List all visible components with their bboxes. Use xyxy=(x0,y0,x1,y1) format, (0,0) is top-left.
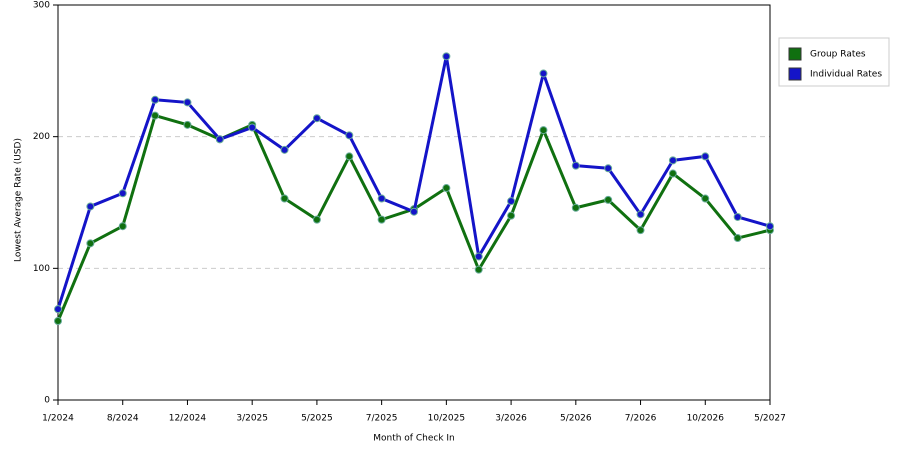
data-point xyxy=(766,222,774,231)
data-point xyxy=(668,169,677,178)
data-point xyxy=(183,120,192,129)
data-point xyxy=(474,265,483,274)
data-point xyxy=(377,215,386,224)
data-point xyxy=(507,211,516,220)
data-point xyxy=(442,184,451,193)
data-point xyxy=(733,212,742,221)
data-point xyxy=(571,161,580,170)
data-point xyxy=(571,203,580,212)
data-point xyxy=(280,145,289,154)
data-point xyxy=(604,164,613,173)
y-tick-label: 300 xyxy=(33,1,50,11)
data-point xyxy=(248,123,257,132)
data-point xyxy=(86,239,95,248)
data-point xyxy=(507,197,516,206)
y-tick-label: 200 xyxy=(33,132,50,142)
data-point xyxy=(539,69,548,78)
x-tick-label: 3/2026 xyxy=(495,414,527,424)
data-point xyxy=(636,210,645,219)
x-tick-label: 10/2026 xyxy=(687,414,725,424)
legend-label: Group Rates xyxy=(810,50,866,60)
data-point xyxy=(312,114,321,123)
x-tick-label: 1/2024 xyxy=(42,414,74,424)
data-point xyxy=(312,215,321,224)
data-point xyxy=(183,98,192,107)
x-tick-label: 5/2026 xyxy=(560,414,592,424)
data-point xyxy=(733,234,742,243)
data-point xyxy=(410,207,418,216)
data-point xyxy=(604,195,613,204)
data-point xyxy=(54,317,62,325)
x-tick-label: 3/2025 xyxy=(236,414,268,424)
x-tick-label: 8/2024 xyxy=(107,414,139,424)
legend-swatch xyxy=(788,67,802,81)
data-point xyxy=(280,194,289,203)
data-point xyxy=(151,95,160,104)
data-point xyxy=(701,152,710,161)
data-point xyxy=(215,135,224,144)
data-point xyxy=(345,131,354,140)
data-point xyxy=(701,194,710,203)
x-tick-label: 12/2024 xyxy=(169,414,207,424)
y-axis-label: Lowest Average Rate (USD) xyxy=(14,138,24,262)
data-point xyxy=(377,194,386,203)
series-line xyxy=(56,54,771,310)
data-point xyxy=(151,111,160,120)
y-tick-label: 0 xyxy=(44,396,50,406)
data-point xyxy=(345,152,354,161)
data-point xyxy=(118,222,127,231)
series-line xyxy=(56,114,771,322)
data-point xyxy=(54,305,62,314)
data-point xyxy=(474,252,483,261)
data-point xyxy=(636,226,645,235)
x-tick-label: 7/2026 xyxy=(625,414,657,424)
data-point xyxy=(442,52,451,61)
data-point xyxy=(86,202,95,211)
legend-label: Individual Rates xyxy=(810,70,882,80)
x-axis-label: Month of Check In xyxy=(373,434,455,444)
x-tick-label: 7/2025 xyxy=(366,414,398,424)
data-point xyxy=(668,156,677,165)
y-tick-label: 100 xyxy=(33,264,50,274)
x-tick-label: 5/2027 xyxy=(754,414,786,424)
x-tick-label: 5/2025 xyxy=(301,414,333,424)
legend-swatch xyxy=(788,47,802,61)
x-tick-label: 10/2025 xyxy=(428,414,465,424)
data-point xyxy=(539,126,548,135)
data-point xyxy=(118,189,127,198)
plot-area xyxy=(57,4,771,401)
